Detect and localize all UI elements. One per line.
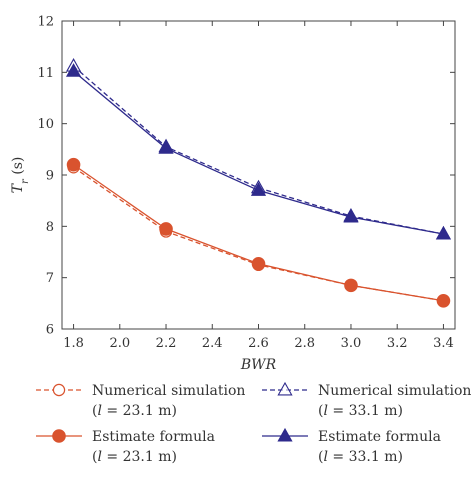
legend-detail-value: = 23.1 m)	[102, 403, 177, 419]
legend-detail-var: l	[97, 403, 101, 419]
legend-detail-value: = 23.1 m)	[102, 449, 177, 465]
data-point	[250, 182, 267, 196]
legend-detail-var: l	[323, 449, 327, 465]
y-tick-label: 9	[46, 169, 54, 184]
legend-label: Estimate formula	[318, 429, 441, 445]
legend-entry: Numerical simulation (l = 23.1 m)	[36, 383, 245, 419]
data-point	[251, 257, 266, 271]
data-point	[343, 208, 359, 223]
legend-entry: Numerical simulation (l = 33.1 m)	[262, 381, 471, 419]
legend-detail-open: (	[318, 403, 323, 419]
x-tick-label: 2.2	[156, 336, 177, 351]
y-axis-title-sub: r	[20, 178, 31, 184]
y-tick-label: 11	[37, 66, 54, 81]
x-tick-label: 2.0	[109, 336, 130, 351]
x-tick-label: 3.4	[433, 336, 454, 351]
x-tick-label: 2.6	[248, 336, 269, 351]
legend-detail: (l = 33.1 m)	[318, 403, 403, 419]
series-1	[66, 157, 451, 308]
data-point	[344, 278, 358, 293]
legend-detail: (l = 33.1 m)	[318, 449, 403, 465]
data-point	[436, 293, 451, 308]
axes: 1.8 2.0 2.2 2.4 2.6 2.8 3.0 3.2 3.4 6 7 8 9 10 11 12 BWR…	[10, 15, 456, 373]
legend-label: Estimate formula	[92, 429, 215, 445]
plot-area	[65, 58, 452, 308]
legend-detail-open: (	[92, 449, 97, 465]
y-tick-label: 7	[46, 271, 54, 286]
data-point	[65, 63, 82, 77]
y-axis-title-unit: (s)	[10, 157, 26, 180]
x-tick-label: 3.0	[341, 336, 362, 351]
y-tick-label: 6	[46, 323, 54, 338]
series-line	[73, 65, 444, 235]
legend-marker	[277, 381, 293, 396]
y-tick-label: 10	[37, 117, 54, 132]
plot-frame	[61, 20, 456, 330]
y-axis-title-main: T	[10, 182, 26, 193]
legend-entry: Estimate formula (l = 33.1 m)	[262, 427, 441, 465]
data-point	[158, 140, 174, 154]
data-point	[66, 157, 81, 172]
legend-detail-value: = 33.1 m)	[328, 403, 403, 419]
x-tick-label: 2.4	[202, 336, 223, 351]
legend-marker	[277, 427, 293, 442]
legend-detail: (l = 23.1 m)	[92, 403, 177, 419]
series-2	[65, 58, 452, 240]
x-tick-label: 3.2	[387, 336, 408, 351]
x-tick-label: 2.8	[294, 336, 315, 351]
data-point	[435, 225, 452, 240]
data-point	[159, 222, 173, 236]
x-axis-title: BWR	[240, 357, 277, 373]
legend-detail: (l = 23.1 m)	[92, 449, 177, 465]
legend-detail-value: = 33.1 m)	[328, 449, 403, 465]
x-tick-label: 1.8	[63, 336, 84, 351]
series-3	[65, 63, 452, 240]
y-tick-label: 12	[37, 15, 54, 30]
legend-label: Numerical simulation	[318, 383, 471, 399]
legend-detail-open: (	[92, 403, 97, 419]
y-tick-label: 8	[46, 220, 54, 235]
legend-entry: Estimate formula (l = 23.1 m)	[36, 429, 215, 465]
legend: Numerical simulation(l = 23.1 m)Numerica…	[36, 381, 471, 465]
legend-detail-open: (	[318, 449, 323, 465]
legend-label: Numerical simulation	[92, 383, 245, 399]
series-line	[73, 70, 444, 235]
legend-detail-var: l	[323, 403, 327, 419]
y-axis-title: Tr (s)	[10, 157, 31, 194]
legend-detail-var: l	[97, 449, 101, 465]
legend-marker	[52, 429, 66, 443]
legend-marker	[52, 383, 66, 397]
